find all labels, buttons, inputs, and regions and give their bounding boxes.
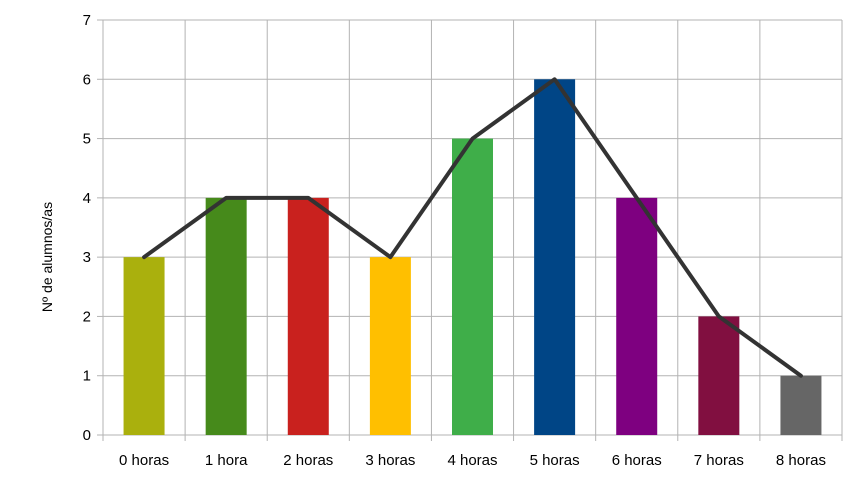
bar-0-horas: [123, 257, 165, 435]
x-tick-label: 5 horas: [530, 452, 580, 469]
bar-3-horas: [369, 257, 411, 435]
x-tick-label: 4 horas: [447, 452, 497, 469]
bar-6-horas: [616, 197, 658, 435]
overlay-line-series: [142, 77, 803, 378]
bar-2-horas: [287, 197, 329, 435]
y-tick-label: 4: [83, 190, 91, 207]
bar-8-horas: [780, 375, 822, 435]
x-tick-label: 1 hora: [205, 452, 248, 469]
x-tick-label: 3 horas: [365, 452, 415, 469]
y-tick-label: 5: [83, 131, 91, 148]
y-tick-label: 7: [83, 12, 91, 29]
y-tick-label: 1: [83, 368, 91, 385]
x-tick-label: 6 horas: [612, 452, 662, 469]
bars: [123, 79, 822, 436]
bar-5-horas: [534, 79, 576, 436]
x-tick-label: 8 horas: [776, 452, 826, 469]
tick-labels: 0 1 2 3 4 5 6 7 0 horas 1 hora 2 horas 3 horas 4 hor…: [83, 12, 826, 469]
bar-7-horas: [698, 316, 740, 435]
x-tick-label: 0 horas: [119, 452, 169, 469]
y-tick-label: 0: [83, 427, 91, 444]
y-tick-label: 2: [83, 308, 91, 325]
y-tick-label: 3: [83, 249, 91, 266]
y-axis-title: Nº de alumnos/as: [39, 202, 55, 312]
trend-line: [142, 77, 803, 378]
y-tick-label: 6: [83, 71, 91, 88]
x-tick-label: 7 horas: [694, 452, 744, 469]
bar-1-hora: [205, 197, 247, 435]
x-tick-label: 2 horas: [283, 452, 333, 469]
bar-4-horas: [452, 138, 493, 436]
